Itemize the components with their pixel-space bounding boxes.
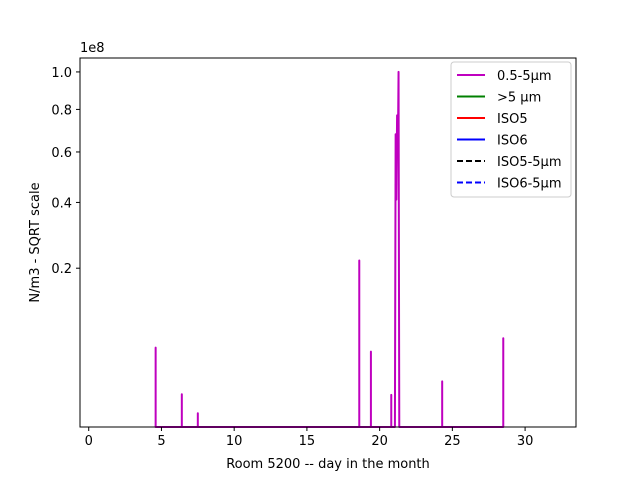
x-tick-label: 10 — [226, 434, 243, 449]
y-tick-label: 0.2 — [51, 262, 72, 277]
y-axis-label: N/m3 - SQRT scale — [28, 182, 43, 302]
y-offset-label: 1e8 — [80, 41, 105, 56]
legend-label: ISO5-5µm — [497, 155, 562, 170]
y-tick-label: 0.8 — [51, 103, 72, 118]
legend-item: ISO5 — [457, 112, 528, 127]
axes-frame — [79, 57, 577, 428]
x-axis-label: Room 5200 -- day in the month — [226, 457, 430, 472]
x-tick-label: 0 — [85, 434, 93, 449]
legend-item: 0.5-5µm — [457, 69, 552, 84]
legend-label: ISO6 — [497, 134, 528, 149]
x-tick-label: 25 — [444, 434, 461, 449]
legend-label: ISO5 — [497, 112, 528, 127]
x-tick-label: 30 — [517, 434, 534, 449]
x-tick-label: 15 — [299, 434, 316, 449]
legend-label: 0.5-5µm — [497, 69, 552, 84]
legend-item: ISO6-5µm — [457, 177, 562, 192]
y-tick-label: 0.6 — [51, 146, 72, 161]
x-tick-label: 5 — [157, 434, 165, 449]
legend-label: ISO6-5µm — [497, 177, 562, 192]
legend-item: >5 µm — [457, 91, 541, 106]
legend-item: ISO6 — [457, 134, 528, 149]
legend-item: ISO5-5µm — [457, 155, 562, 170]
legend: 0.5-5µm >5 µm ISO5 ISO6 ISO5-5µm ISO6-5µm — [450, 61, 572, 198]
axes-layer: 0 5 10 15 20 25 30 0.2 0.4 0.6 0.8 1.0 — [51, 57, 577, 449]
x-tick-label: 20 — [371, 434, 388, 449]
y-tick-label: 1.0 — [51, 66, 72, 81]
y-tick-label: 0.4 — [51, 196, 72, 211]
legend-label: >5 µm — [497, 91, 541, 106]
